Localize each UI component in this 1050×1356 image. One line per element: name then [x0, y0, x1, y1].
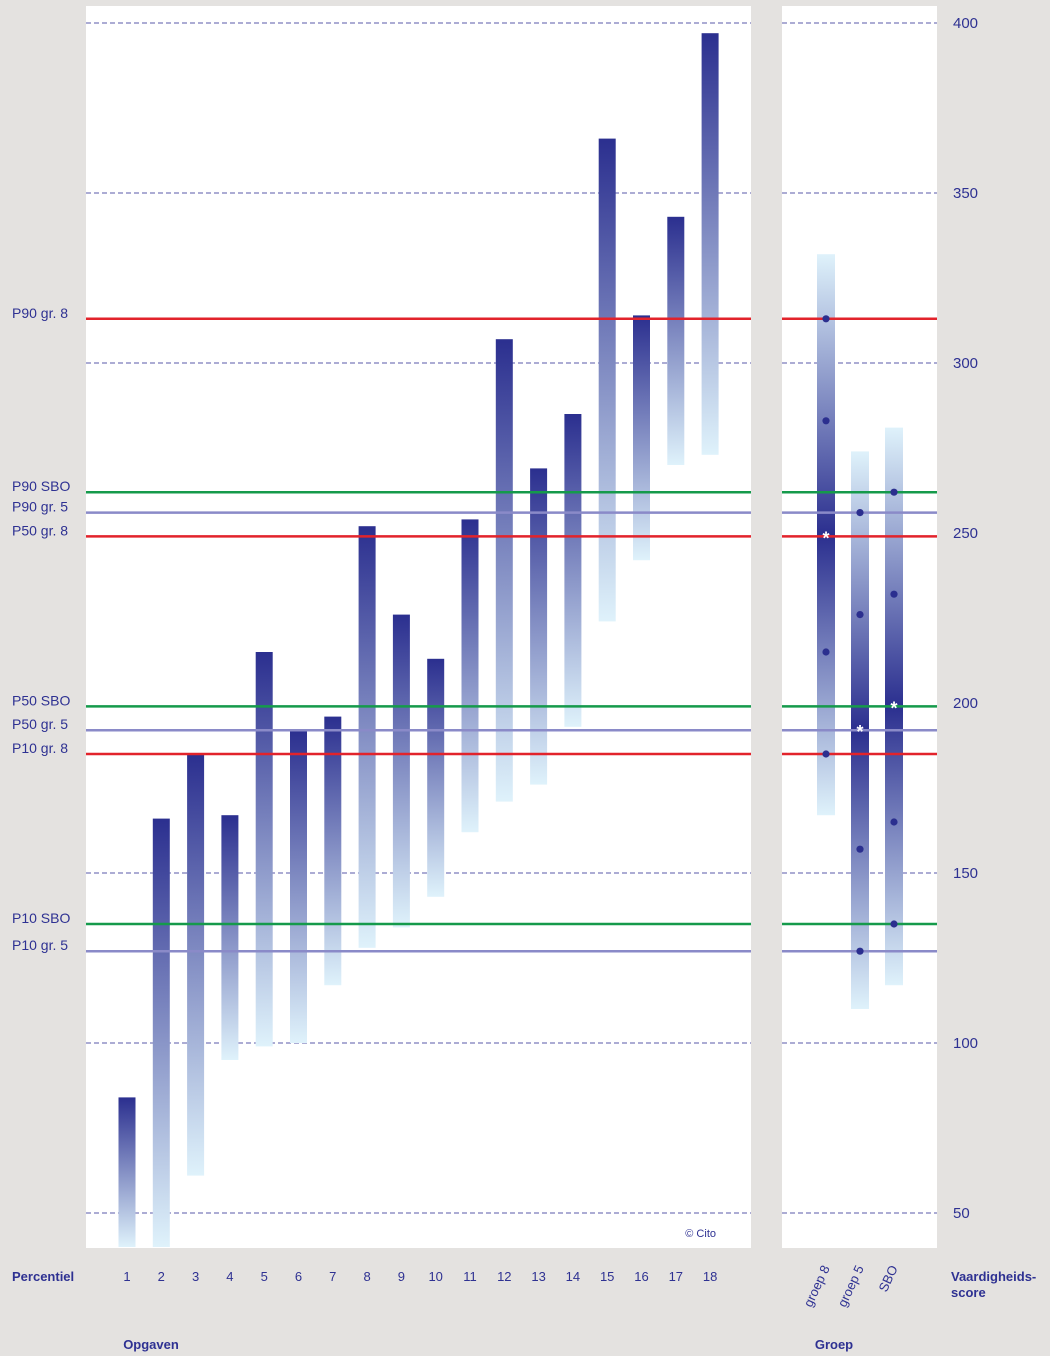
y-tick-100: 100 [953, 1035, 978, 1052]
item-label-8: 8 [363, 1269, 370, 1284]
y-tick-50: 50 [953, 1205, 970, 1222]
group-SBO-median-marker: * [890, 698, 897, 718]
item-label-11: 11 [463, 1269, 477, 1284]
group-groep-8-p90-dot [822, 315, 830, 323]
item-label-9: 9 [398, 1269, 405, 1284]
ref-label-p90-sbo: P90 SBO [12, 478, 70, 494]
item-bar-7 [324, 716, 342, 986]
item-label-7: 7 [329, 1269, 336, 1284]
ref-label-p10-gr-8: P10 gr. 8 [12, 740, 68, 756]
item-label-10: 10 [428, 1269, 442, 1284]
group-bar-groep-8 [817, 254, 835, 816]
item-bar-16 [633, 315, 650, 561]
group-groep-5-p90-dot [856, 508, 864, 517]
item-bar-13 [530, 468, 548, 785]
group-groep-8-p10-dot [822, 750, 830, 758]
item-bar-18 [701, 33, 719, 455]
ref-label-p50-gr-5: P50 gr. 5 [12, 716, 68, 732]
item-bar-14 [564, 414, 582, 727]
item-bar-3 [187, 754, 205, 1176]
ref-label-p10-sbo: P10 SBO [12, 910, 70, 926]
group-groep-5-p75-dot [856, 611, 864, 619]
y-axis-label-line-1: Vaardigheids- [951, 1269, 1036, 1284]
opgaven-group-label: Opgaven [123, 1337, 179, 1352]
item-bar-11 [461, 519, 479, 833]
item-label-12: 12 [497, 1269, 511, 1284]
ref-label-p50-gr-8: P50 gr. 8 [12, 522, 68, 538]
group-groep-5-median-marker: * [856, 722, 863, 742]
group-groep-5-p25-dot [856, 845, 864, 853]
y-tick-150: 150 [953, 865, 978, 882]
group-groep-5-p10-dot [856, 947, 864, 955]
item-bar-15 [598, 138, 616, 622]
item-bar-4 [221, 815, 239, 1060]
groep-group-label: Groep [815, 1337, 853, 1352]
group-label-groep-5: groep 5 [834, 1263, 866, 1309]
ref-label-p50-sbo: P50 SBO [12, 692, 70, 708]
item-bar-5 [255, 652, 273, 1047]
item-bar-2 [152, 818, 170, 1247]
item-label-4: 4 [226, 1269, 233, 1284]
group-SBO-p90-dot [890, 488, 898, 496]
y-tick-200: 200 [953, 695, 978, 712]
item-bar-10 [427, 658, 445, 897]
y-axis-label: Vaardigheids- score [951, 1269, 1040, 1300]
ref-label-p10-gr-5: P10 gr. 5 [12, 937, 68, 953]
item-bar-12 [495, 339, 513, 802]
group-groep-8-p25-dot [822, 648, 830, 656]
y-tick-250: 250 [953, 525, 978, 542]
y-tick-400: 400 [953, 15, 978, 32]
group-groep-8-median-marker: * [822, 528, 829, 548]
group-SBO-p25-dot [890, 818, 898, 826]
item-bar-17 [667, 216, 685, 465]
item-label-17: 17 [669, 1269, 683, 1284]
group-SBO-p75-dot [890, 590, 898, 598]
item-label-15: 15 [600, 1269, 614, 1284]
item-label-14: 14 [566, 1269, 580, 1284]
item-bar-9 [392, 614, 410, 928]
group-label-SBO: SBO [876, 1263, 901, 1294]
ref-label-p90-gr-5: P90 gr. 5 [12, 499, 68, 515]
item-label-18: 18 [703, 1269, 717, 1284]
percentiel-axis-label: Percentiel [12, 1269, 74, 1284]
item-bar-1 [118, 1097, 136, 1247]
item-label-6: 6 [295, 1269, 302, 1284]
item-label-1: 1 [123, 1269, 130, 1284]
item-label-2: 2 [158, 1269, 165, 1284]
item-label-16: 16 [634, 1269, 648, 1284]
y-axis-label-line-2: score [951, 1285, 986, 1300]
item-bar-8 [358, 526, 376, 948]
items-panel [86, 6, 751, 1248]
group-label-groep-8: groep 8 [800, 1263, 832, 1309]
group-groep-8-p75-dot [822, 417, 830, 425]
item-label-5: 5 [261, 1269, 268, 1284]
copyright-label: © Cito [685, 1228, 716, 1240]
item-bar-6 [290, 730, 307, 1043]
ref-label-p90-gr-8: P90 gr. 8 [12, 305, 68, 321]
y-tick-350: 350 [953, 185, 978, 202]
item-label-3: 3 [192, 1269, 199, 1284]
group-SBO-p10-dot [890, 920, 898, 928]
item-label-13: 13 [531, 1269, 545, 1284]
y-tick-300: 300 [953, 355, 978, 372]
